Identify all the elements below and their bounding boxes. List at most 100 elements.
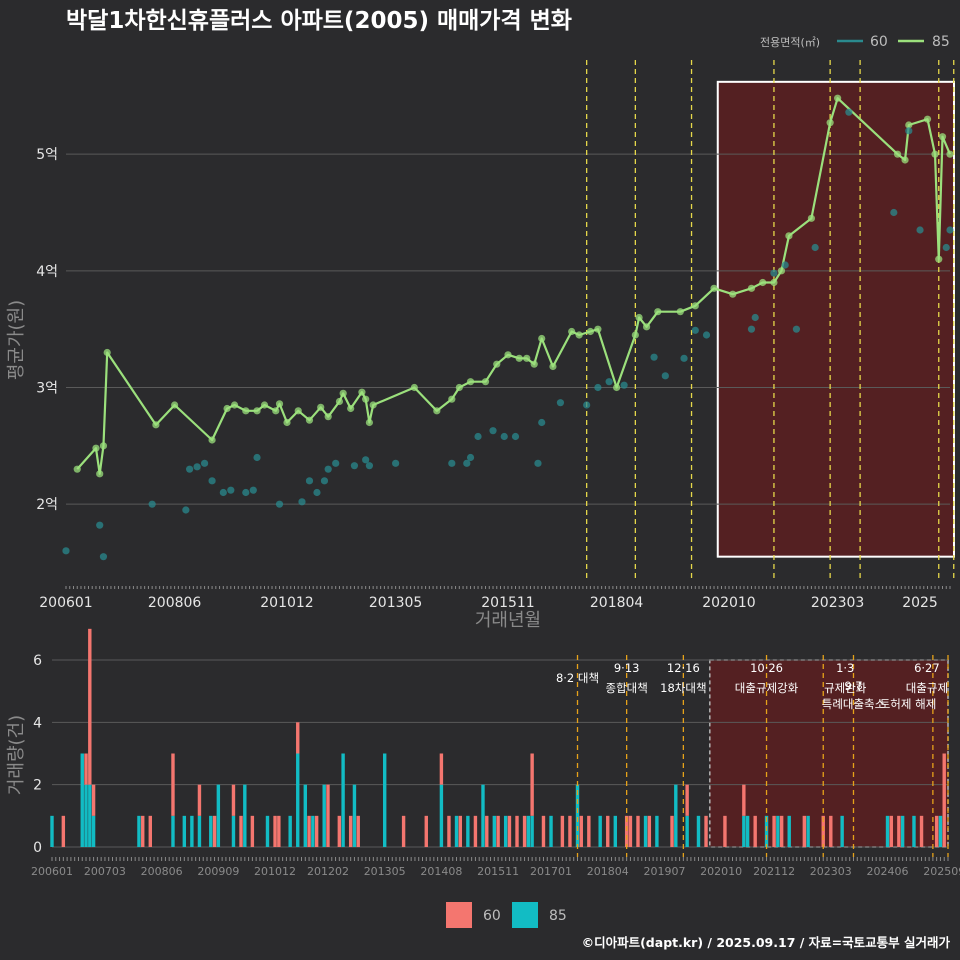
volume-bar-60 <box>628 815 633 847</box>
volume-bar-60 <box>356 815 360 847</box>
data-point-60 <box>96 521 104 529</box>
volume-bar-85 <box>900 815 905 847</box>
volume-bar-60 <box>507 815 512 847</box>
credit-line: ©디아파트(dapt.kr) / 2025.09.17 / 자료=국토교통부 실… <box>582 935 951 950</box>
volume-bar-85 <box>352 784 357 847</box>
x-tick-label: 201305 <box>369 595 422 611</box>
volume-bar-85 <box>742 815 746 847</box>
data-point-85 <box>294 407 302 415</box>
policy-annotation: 18차대책 <box>660 681 706 695</box>
data-point-60 <box>62 547 70 555</box>
bottom-y-tick-label: 2 <box>33 778 42 794</box>
data-point-60 <box>99 553 108 561</box>
data-point-60 <box>320 477 329 485</box>
data-point-60 <box>448 459 456 467</box>
volume-bar-85 <box>296 753 300 847</box>
volume-bar-60 <box>141 815 145 847</box>
data-point-85 <box>223 404 231 413</box>
data-point-60 <box>186 465 194 473</box>
data-point-60 <box>200 459 209 467</box>
data-point-85 <box>317 403 325 411</box>
data-point-60 <box>466 453 475 462</box>
bottom-x-tick-label: 200601 <box>31 865 73 878</box>
data-point-85 <box>938 133 947 141</box>
data-point-60 <box>811 243 819 252</box>
volume-bar-85 <box>216 784 221 847</box>
data-point-60 <box>392 459 400 467</box>
bottom-x-tick-label: 200909 <box>197 865 239 878</box>
data-point-85 <box>275 400 284 408</box>
volume-bar-60 <box>685 784 689 816</box>
data-point-85 <box>152 421 160 429</box>
data-point-85 <box>230 401 239 409</box>
volume-bar-60 <box>772 815 776 847</box>
data-point-60 <box>650 353 658 361</box>
data-point-60 <box>747 325 756 333</box>
volume-bar-60 <box>897 815 901 847</box>
data-point-60 <box>219 488 227 497</box>
data-point-60 <box>594 383 602 392</box>
bottom-x-tick-label: 201202 <box>307 865 349 878</box>
bottom-y-tick-label: 6 <box>33 653 42 669</box>
volume-bar-60 <box>560 815 565 847</box>
volume-plot: 0 2 4 6 8·2 대책 9·13 종합대책 12·16 18차대책 10·26 대출규제강화 1… <box>31 628 960 878</box>
volume-bar-85 <box>776 815 780 847</box>
data-point-85 <box>613 383 621 392</box>
data-point-85 <box>530 360 538 368</box>
data-point-60 <box>365 462 374 470</box>
data-point-85 <box>654 308 662 316</box>
data-point-85 <box>99 442 108 450</box>
x-tick-label: 202010 <box>702 595 755 611</box>
data-point-85 <box>893 150 902 158</box>
volume-bar-85 <box>209 815 213 847</box>
data-point-60 <box>661 372 669 380</box>
volume-bar-85 <box>80 753 84 847</box>
data-point-85 <box>433 407 441 415</box>
data-point-85 <box>324 413 332 421</box>
bottom-x-tick-label: 202303 <box>810 865 852 878</box>
volume-bar-85 <box>840 815 844 847</box>
volume-bar-60 <box>496 815 500 847</box>
volume-bar-60 <box>473 815 478 847</box>
x-tick-label: 200601 <box>39 595 92 611</box>
data-point-85 <box>335 397 344 406</box>
bottom-legend: 60 85 <box>446 902 567 928</box>
volume-bar-60 <box>439 753 444 785</box>
data-point-85 <box>770 278 778 287</box>
data-point-60 <box>332 459 340 467</box>
data-point-85 <box>272 407 280 415</box>
data-point-60 <box>242 488 250 497</box>
bottom-x-tick-label: 201511 <box>477 865 519 878</box>
data-point-85 <box>242 407 250 415</box>
volume-bar-60 <box>753 815 757 847</box>
data-point-85 <box>171 401 179 409</box>
legend-label-60: 60 <box>870 34 888 50</box>
volume-bar-85 <box>492 815 497 847</box>
bottom-x-tick-label: 202010 <box>700 865 742 878</box>
volume-bar-85 <box>481 784 485 847</box>
bottom-legend-label-60: 60 <box>483 908 501 924</box>
data-point-85 <box>455 383 463 392</box>
data-point-60 <box>249 486 257 494</box>
x-tick-label: 200806 <box>148 595 202 611</box>
data-point-85 <box>538 334 546 343</box>
volume-bar-60 <box>515 815 519 847</box>
volume-bar-85 <box>243 784 247 847</box>
volume-bar-60 <box>307 815 311 847</box>
data-point-85 <box>586 327 595 336</box>
data-point-60 <box>905 127 913 135</box>
data-point-85 <box>515 354 523 362</box>
volume-bar-60 <box>647 815 652 847</box>
volume-bar-85 <box>466 815 470 847</box>
data-point-85 <box>362 395 370 403</box>
data-point-85 <box>493 360 501 368</box>
volume-bar-60 <box>587 815 591 847</box>
volume-bar-85 <box>439 784 444 847</box>
data-point-85 <box>369 401 377 409</box>
data-point-85 <box>96 470 104 478</box>
data-point-60 <box>362 456 370 464</box>
data-point-85 <box>339 389 347 397</box>
volume-bar-85 <box>84 784 88 847</box>
data-point-85 <box>253 407 261 415</box>
volume-bar-60 <box>273 815 277 847</box>
